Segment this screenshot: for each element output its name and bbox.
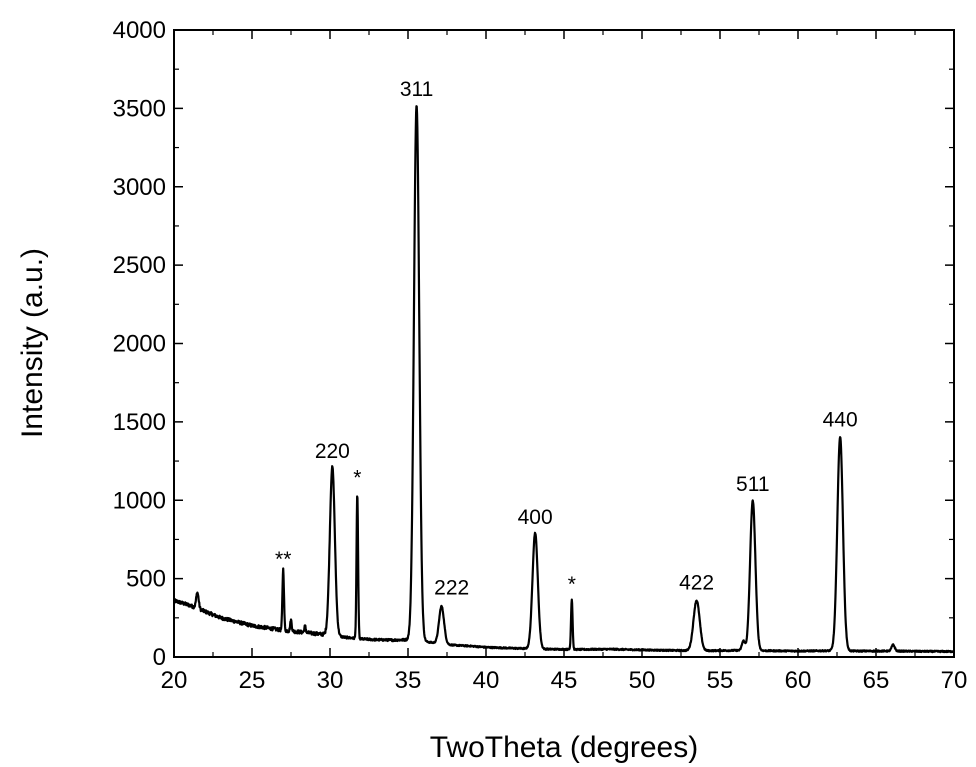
x-tick-label: 50 (629, 667, 656, 694)
x-tick-label: 40 (473, 667, 500, 694)
y-tick-label: 0 (153, 644, 166, 671)
x-tick-label: 20 (161, 667, 188, 694)
y-tick-label: 1500 (113, 409, 166, 436)
series-line (172, 105, 955, 654)
x-tick-label: 45 (551, 667, 578, 694)
peak-label: 422 (679, 572, 714, 595)
peak-label: 440 (823, 409, 858, 432)
y-tick-label: 2000 (113, 331, 166, 358)
peak-label: * (353, 467, 361, 490)
peak-label: * (568, 573, 576, 596)
plot-area (172, 105, 955, 654)
y-tick-label: 500 (126, 566, 166, 593)
y-tick-label: 2500 (113, 252, 166, 279)
x-tick-label: 70 (941, 667, 968, 694)
axes: 20 25 30 35 40 45 50 55 60 65 70 0 500 1000 1500 2000 25… (113, 17, 968, 694)
x-tick-label: 30 (317, 667, 344, 694)
peak-label: 311 (400, 78, 433, 101)
peak-label: 511 (736, 473, 769, 496)
x-axis-title: TwoTheta (degrees) (430, 731, 698, 764)
x-tick-label: 55 (707, 667, 734, 694)
peak-label: 400 (518, 506, 553, 529)
y-tick-label: 3500 (113, 95, 166, 122)
y-tick-label: 4000 (113, 17, 166, 44)
peak-label: ** (275, 548, 291, 571)
y-tick-label: 3000 (113, 174, 166, 201)
y-tick-label: 1000 (113, 487, 166, 514)
peak-label: 222 (434, 576, 469, 599)
y-axis-title: Intensity (a.u.) (16, 248, 49, 438)
x-tick-label: 25 (239, 667, 266, 694)
x-tick-label: 65 (863, 667, 890, 694)
peak-label: 220 (315, 440, 350, 463)
x-tick-label: 60 (785, 667, 812, 694)
x-tick-label: 35 (395, 667, 422, 694)
